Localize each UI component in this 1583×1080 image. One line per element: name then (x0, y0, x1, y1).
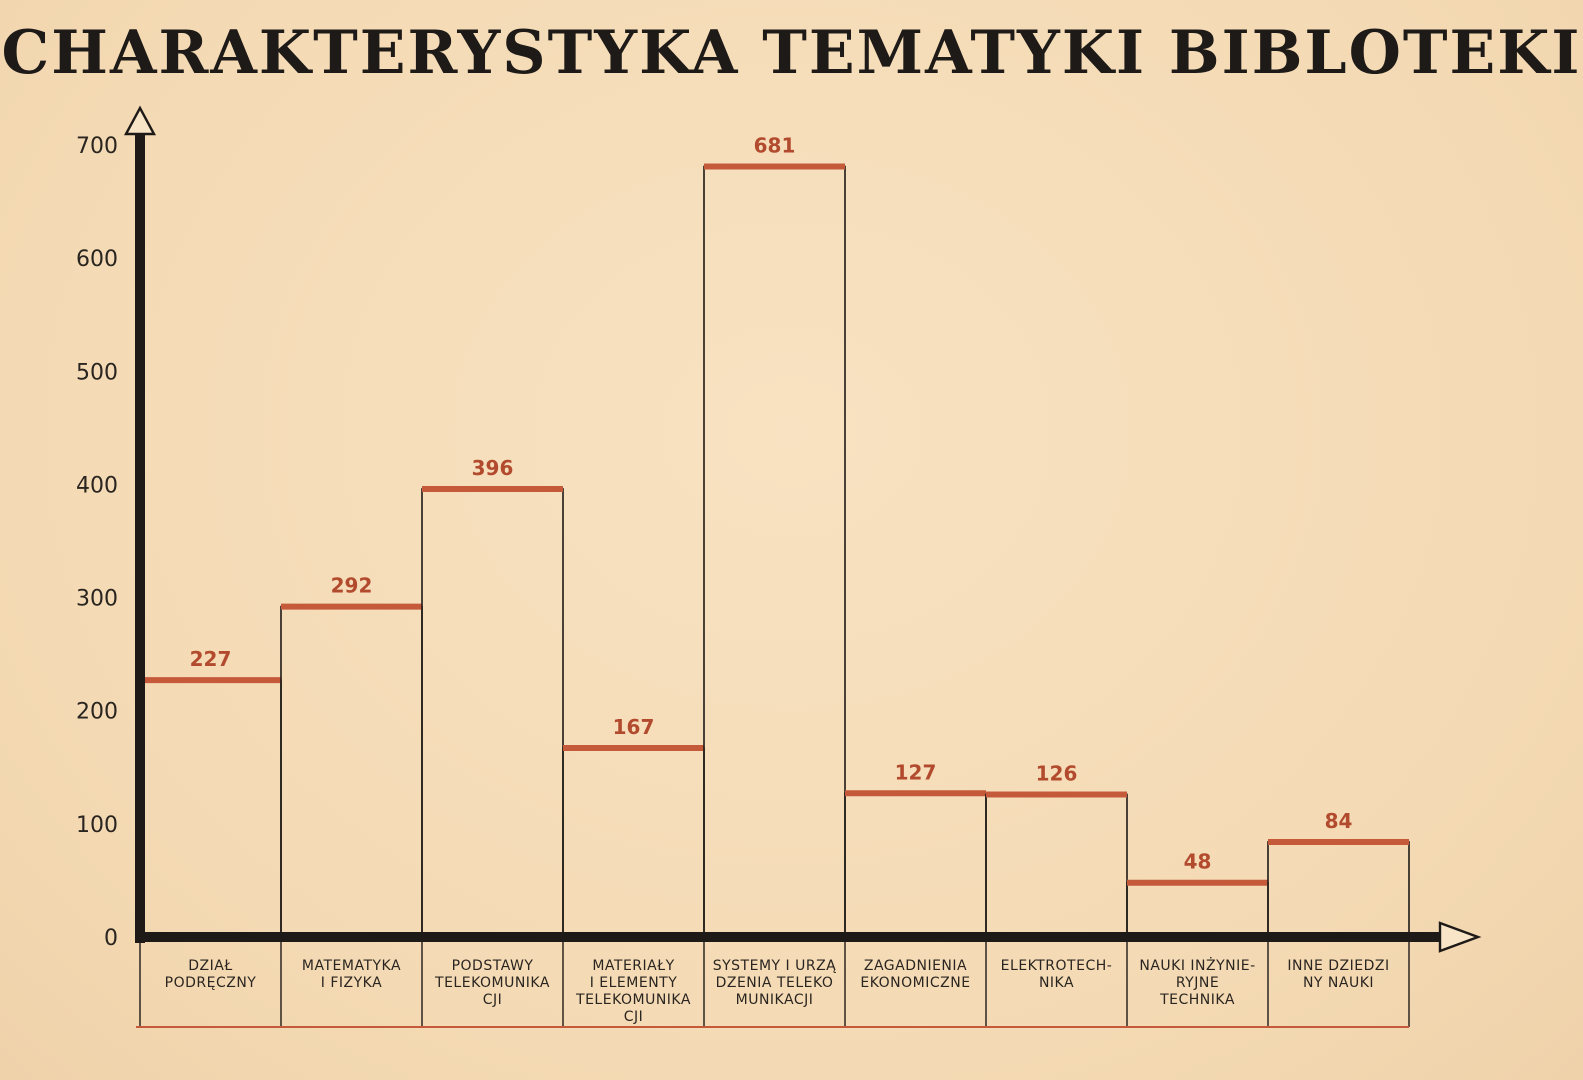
category-label: DZIAŁ PODRĘCZNY (165, 958, 257, 991)
bar-group: 681 (703, 133, 846, 938)
category-label: MATERIAŁY I ELEMENTY TELEKOMUNIKA CJI (575, 958, 691, 1025)
bar-group: 227 (139, 647, 282, 938)
category-label-line: I FIZYKA (321, 975, 382, 991)
category-label-line: NIKA (1039, 975, 1074, 991)
bar (139, 679, 282, 938)
category-label: ELEKTROTECH-NIKA (1001, 958, 1113, 991)
y-tick-label: 0 (104, 926, 118, 951)
category-label-box: NAUKI INŻYNIE-RYJNE TECHNIKA (1126, 937, 1255, 1027)
category-label-line: ZAGADNIENIA (864, 958, 967, 974)
category-label-box: MATEMATYKA I FIZYKA (280, 937, 401, 1027)
bar (562, 747, 705, 938)
category-label-box: INNE DZIEDZI NY NAUKI (1267, 937, 1389, 1027)
bar (280, 605, 423, 938)
bar (985, 793, 1128, 938)
category-label-line: SYSTEMY I URZĄ (713, 958, 837, 974)
category-label-line: TELEKOMUNIKA (575, 992, 691, 1008)
value-label: 48 (1184, 850, 1212, 874)
bar-group: 84 (1267, 809, 1410, 938)
y-tick-label: 600 (76, 247, 118, 272)
category-label-box: MATERIAŁY I ELEMENTY TELEKOMUNIKA CJI (562, 937, 691, 1027)
category-label-line: PODRĘCZNY (165, 975, 257, 991)
category-label-box: SYSTEMY I URZĄ DZENIA TELEKO MUNIKACJI (703, 937, 837, 1027)
value-label: 126 (1036, 761, 1078, 785)
category-label: INNE DZIEDZI NY NAUKI (1287, 958, 1389, 991)
category-label: ZAGADNIENIA EKONOMICZNE (860, 958, 970, 991)
category-label-line: PODSTAWY (452, 958, 534, 974)
axes-layer (123, 105, 1482, 953)
bar-group: 396 (421, 456, 564, 938)
y-tick-label: 400 (76, 473, 118, 498)
bar-group: 48 (1126, 850, 1269, 938)
category-label-line: NAUKI INŻYNIE- (1139, 956, 1255, 974)
category-label-line: NY NAUKI (1303, 975, 1374, 991)
value-label: 167 (613, 715, 655, 739)
category-label-box: ZAGADNIENIA EKONOMICZNE (844, 937, 970, 1027)
category-label: MATEMATYKA I FIZYKA (302, 958, 401, 991)
category-label-line: MATERIAŁY (592, 958, 674, 974)
y-tick-label: 100 (76, 813, 118, 838)
y-ticks-layer: 0 100 200 300 400 500 600 700 (76, 134, 118, 951)
x-axis-arrow (1438, 921, 1482, 953)
category-labels-layer: DZIAŁ PODRĘCZNY MATEMATYKA I FIZYKA PODSTAWY… (136, 937, 1410, 1028)
y-tick-label: 200 (76, 700, 118, 725)
bar (1126, 881, 1269, 938)
bar-group: 126 (985, 761, 1128, 938)
category-label: PODSTAWY TELEKOMUNIKA CJI (434, 958, 550, 1008)
category-label-line: MUNIKACJI (736, 992, 814, 1008)
bar-group: 167 (562, 715, 705, 938)
category-label-line: ELEKTROTECH- (1001, 958, 1113, 974)
category-label-box: ELEKTROTECH-NIKA (985, 937, 1113, 1027)
value-label: 396 (472, 456, 514, 480)
value-label: 227 (190, 647, 232, 671)
category-label-box: DZIAŁ PODRĘCZNY (139, 937, 257, 1027)
category-label-line: TECHNIKA (1159, 992, 1235, 1008)
bar (1267, 841, 1410, 938)
bar-group: 292 (280, 574, 423, 938)
category-label: SYSTEMY I URZĄ DZENIA TELEKO MUNIKACJI (713, 958, 837, 1008)
category-label-line: DZENIA TELEKO (716, 975, 834, 991)
y-tick-label: 700 (76, 134, 118, 159)
value-label: 127 (895, 760, 937, 784)
category-label-line: RYJNE (1176, 975, 1219, 991)
chart-title: CHARAKTERYSTYKA TEMATYKI BIBLOTEKI (1, 18, 1582, 88)
value-label: 292 (331, 574, 373, 598)
category-label: NAUKI INŻYNIE-RYJNE TECHNIKA (1139, 956, 1255, 1008)
category-label-line: TELEKOMUNIKA (434, 975, 550, 991)
category-label-line: I ELEMENTY (590, 975, 678, 991)
category-label-line: DZIAŁ (188, 958, 232, 974)
bar (844, 792, 987, 938)
bars-layer: 227 292 396 167 681 127 126 48 84 (139, 133, 1410, 938)
y-axis-arrow (123, 105, 157, 136)
category-label-line: EKONOMICZNE (860, 975, 970, 991)
value-label: 681 (754, 133, 796, 157)
category-label-line: INNE DZIEDZI (1287, 958, 1389, 974)
bar (703, 165, 846, 938)
category-label-box: PODSTAWY TELEKOMUNIKA CJI (421, 937, 550, 1027)
category-label-line: CJI (483, 992, 503, 1008)
category-label-line: CJI (624, 1009, 644, 1025)
bar-group: 127 (844, 760, 987, 938)
value-label: 84 (1325, 809, 1353, 833)
bar (421, 488, 564, 938)
y-tick-label: 300 (76, 587, 118, 612)
category-label-line: MATEMATYKA (302, 958, 401, 974)
y-tick-label: 500 (76, 360, 118, 385)
